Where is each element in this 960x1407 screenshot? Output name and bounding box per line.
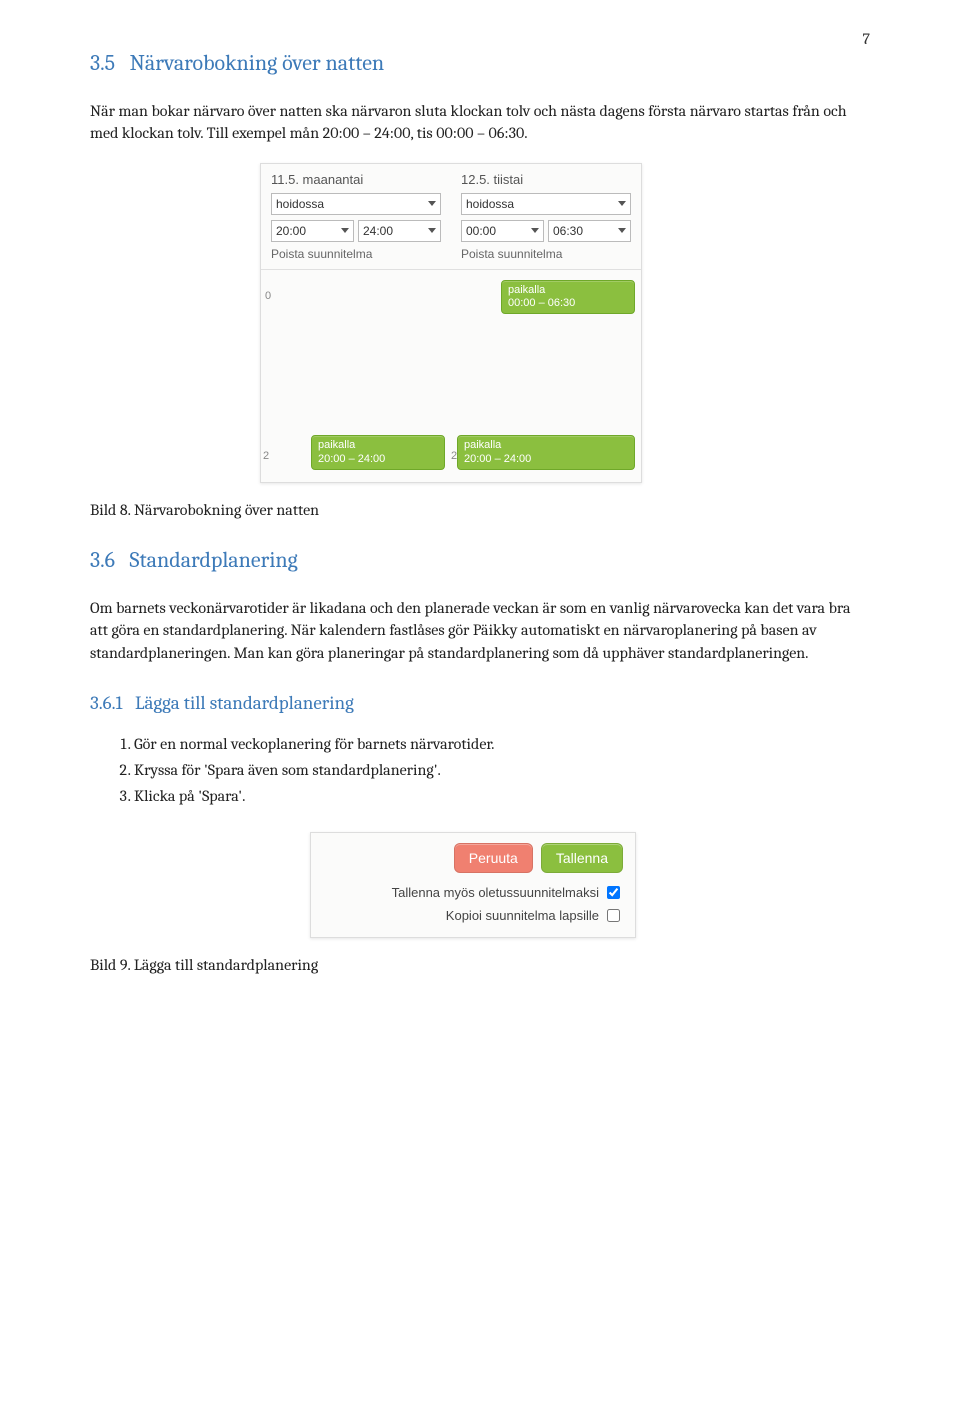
chevron-down-icon bbox=[618, 201, 626, 206]
section-number: 3.6 bbox=[90, 547, 115, 573]
chevron-down-icon bbox=[428, 228, 436, 233]
default-plan-checkbox[interactable] bbox=[607, 886, 620, 899]
day-2-end-select[interactable]: 06:30 bbox=[548, 220, 631, 242]
event-block[interactable]: paikalla 20:00 – 24:00 bbox=[311, 435, 445, 469]
section-number: 3.5 bbox=[90, 50, 115, 76]
step-item: Kryssa för 'Spara även som standardplane… bbox=[134, 758, 870, 782]
event-title: paikalla bbox=[464, 439, 628, 452]
button-row: Peruuta Tallenna bbox=[323, 843, 623, 873]
day-1-remove-link[interactable]: Poista suunnitelma bbox=[271, 247, 441, 261]
day-1-status-select[interactable]: hoidossa bbox=[271, 193, 441, 215]
save-button[interactable]: Tallenna bbox=[541, 843, 623, 873]
section-heading-text: Standardplanering bbox=[130, 547, 298, 573]
section-3-6-1-title: 3.6.1 Lägga till standardplanering bbox=[90, 692, 870, 714]
screenshot-calendar: 11.5. maanantai hoidossa 20:00 24:00 Poi… bbox=[260, 163, 642, 483]
event-block[interactable]: paikalla 00:00 – 06:30 bbox=[501, 280, 635, 314]
checkbox-row-copy-children: Kopioi suunnitelma lapsille bbox=[323, 906, 623, 925]
checkbox-label: Tallenna myös oletussuunnitelmaksi bbox=[392, 885, 599, 900]
day-1-end-select[interactable]: 24:00 bbox=[358, 220, 441, 242]
select-value: 06:30 bbox=[553, 224, 583, 238]
copy-children-checkbox[interactable] bbox=[607, 909, 620, 922]
section-heading-text: Närvarobokning över natten bbox=[130, 50, 385, 76]
section-3-5-title: 3.5 Närvarobokning över natten bbox=[90, 50, 870, 76]
section-3-6-paragraph: Om barnets veckonärvarotider är likadana… bbox=[90, 597, 870, 664]
checkbox-row-default-plan: Tallenna myös oletussuunnitelmaksi bbox=[323, 883, 623, 902]
section-3-5-paragraph: När man bokar närvaro över natten ska nä… bbox=[90, 100, 870, 145]
timeline-col-2: 20 paikalla 00:00 – 06:30 paikalla 20:00… bbox=[451, 270, 641, 482]
event-time: 00:00 – 06:30 bbox=[508, 297, 628, 310]
timeline-col-1: 0 2 paikalla 20:00 – 24:00 bbox=[261, 270, 451, 482]
day-1-start-select[interactable]: 20:00 bbox=[271, 220, 354, 242]
day-column-2: 12.5. tiistai hoidossa 00:00 06:30 Poist… bbox=[451, 164, 641, 269]
select-value: hoidossa bbox=[466, 197, 514, 211]
hour-marker: 2 bbox=[263, 450, 269, 462]
checkbox-label: Kopioi suunnitelma lapsille bbox=[446, 908, 599, 923]
event-time: 20:00 – 24:00 bbox=[464, 453, 628, 466]
chevron-down-icon bbox=[531, 228, 539, 233]
select-value: hoidossa bbox=[276, 197, 324, 211]
event-time: 20:00 – 24:00 bbox=[318, 453, 438, 466]
chevron-down-icon bbox=[341, 228, 349, 233]
figure-8-caption: Bild 8. Närvarobokning över natten bbox=[90, 501, 870, 519]
calendar-header: 11.5. maanantai hoidossa 20:00 24:00 Poi… bbox=[261, 164, 641, 269]
event-title: paikalla bbox=[318, 439, 438, 452]
chevron-down-icon bbox=[618, 228, 626, 233]
day-2-remove-link[interactable]: Poista suunnitelma bbox=[461, 247, 631, 261]
step-item: Klicka på 'Spara'. bbox=[134, 784, 870, 808]
day-2-status-select[interactable]: hoidossa bbox=[461, 193, 631, 215]
steps-list: Gör en normal veckoplanering för barnets… bbox=[114, 732, 870, 808]
screenshot-save-panel: Peruuta Tallenna Tallenna myös oletussuu… bbox=[310, 832, 636, 938]
section-number: 3.6.1 bbox=[90, 692, 122, 714]
section-heading-text: Lägga till standardplanering bbox=[135, 692, 354, 714]
event-title: paikalla bbox=[508, 284, 628, 297]
calendar-timeline: 0 2 paikalla 20:00 – 24:00 20 paikalla 0… bbox=[261, 269, 641, 482]
select-value: 20:00 bbox=[276, 224, 306, 238]
cancel-button[interactable]: Peruuta bbox=[454, 843, 533, 873]
chevron-down-icon bbox=[428, 201, 436, 206]
step-item: Gör en normal veckoplanering för barnets… bbox=[134, 732, 870, 756]
day-2-start-select[interactable]: 00:00 bbox=[461, 220, 544, 242]
figure-9-caption: Bild 9. Lägga till standardplanering bbox=[90, 956, 870, 974]
event-block[interactable]: paikalla 20:00 – 24:00 bbox=[457, 435, 635, 469]
select-value: 24:00 bbox=[363, 224, 393, 238]
day-1-label: 11.5. maanantai bbox=[271, 172, 441, 187]
day-column-1: 11.5. maanantai hoidossa 20:00 24:00 Poi… bbox=[261, 164, 451, 269]
hour-marker: 0 bbox=[265, 290, 271, 302]
page-number: 7 bbox=[862, 30, 870, 48]
section-3-6-title: 3.6 Standardplanering bbox=[90, 547, 870, 573]
select-value: 00:00 bbox=[466, 224, 496, 238]
day-2-label: 12.5. tiistai bbox=[461, 172, 631, 187]
